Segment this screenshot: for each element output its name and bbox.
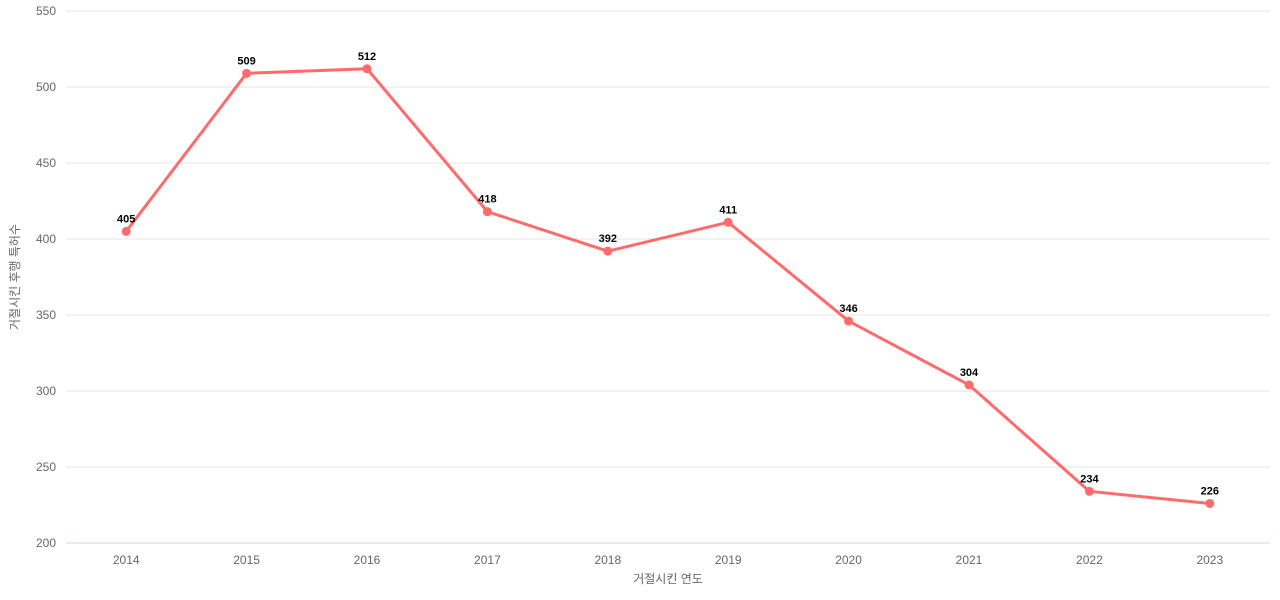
data-point-marker[interactable]: [844, 316, 854, 326]
data-point-label: 512: [358, 51, 376, 63]
data-point-marker[interactable]: [964, 380, 974, 390]
data-point-marker[interactable]: [603, 246, 613, 256]
data-point-marker[interactable]: [1205, 498, 1215, 508]
x-tick-label: 2016: [354, 553, 381, 567]
y-tick-label: 350: [36, 308, 56, 322]
x-tick-label: 2020: [835, 553, 862, 567]
x-tick-label: 2015: [233, 553, 260, 567]
y-tick-label: 400: [36, 232, 56, 246]
series-line: [124, 67, 1212, 505]
data-point-marker[interactable]: [1084, 486, 1094, 496]
y-tick-label: 300: [36, 384, 56, 398]
x-tick-label: 2019: [715, 553, 742, 567]
y-tick-label: 550: [36, 4, 56, 18]
data-point-marker[interactable]: [482, 207, 492, 217]
x-axis-title: 거절시킨 연도: [633, 572, 703, 586]
data-point-label: 234: [1080, 473, 1099, 485]
data-point-label: 392: [599, 233, 617, 245]
x-tick-label: 2023: [1196, 553, 1223, 567]
data-point-marker[interactable]: [362, 64, 372, 74]
y-tick-label: 250: [36, 460, 56, 474]
x-tick-label: 2022: [1076, 553, 1103, 567]
x-tick-label: 2018: [594, 553, 621, 567]
data-point-label: 411: [719, 204, 737, 216]
y-tick-label: 450: [36, 156, 56, 170]
x-tick-label: 2021: [956, 553, 983, 567]
data-point-label: 418: [478, 194, 496, 206]
data-point-marker[interactable]: [723, 217, 733, 227]
data-point-label: 509: [237, 55, 255, 67]
data-point-label: 346: [839, 303, 857, 315]
data-point-label: 405: [117, 213, 135, 225]
x-tick-label: 2014: [113, 553, 140, 567]
y-axis-title: 거절시킨 후행 특허수: [7, 224, 22, 330]
y-tick-label: 200: [36, 536, 56, 550]
y-tick-label: 500: [36, 80, 56, 94]
data-point-marker[interactable]: [242, 68, 252, 78]
data-point-marker[interactable]: [121, 226, 131, 236]
data-point-label: 304: [960, 367, 979, 379]
x-tick-label: 2017: [474, 553, 501, 567]
data-point-label: 226: [1201, 485, 1219, 497]
